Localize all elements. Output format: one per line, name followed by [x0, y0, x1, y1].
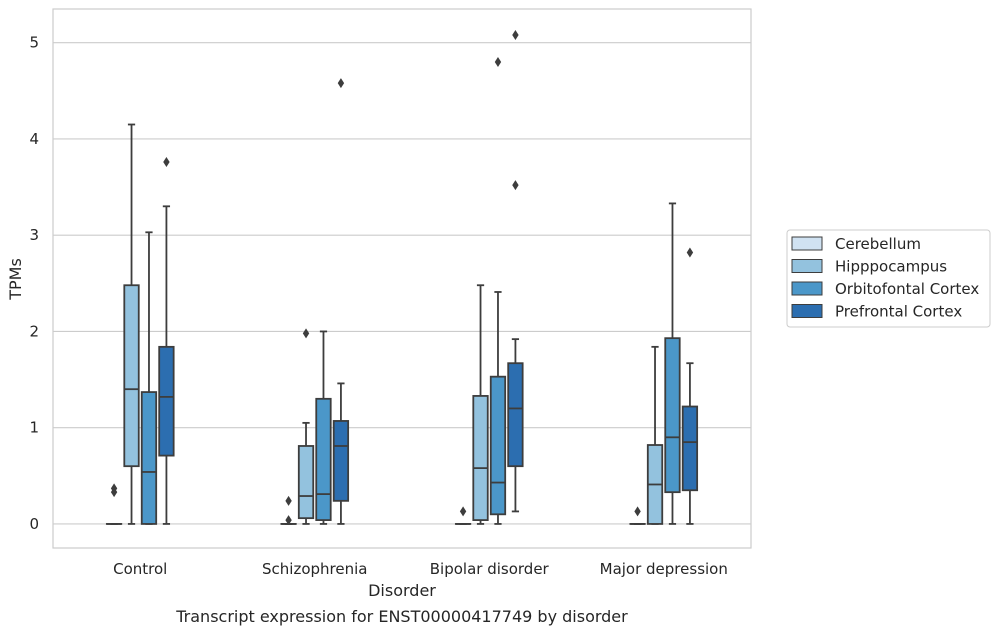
series-group: [140, 56, 681, 525]
legend: Cerebellum Hipppocampus Orbitofontal Corte…: [786, 229, 991, 328]
x-axis-label: Disorder: [368, 581, 436, 600]
x-tick-label: Control: [113, 560, 167, 578]
box-rect: [507, 362, 524, 468]
outlier-point: [512, 29, 519, 40]
legend-label: Hipppocampus: [835, 258, 947, 276]
outlier-point: [110, 483, 118, 494]
y-tick-labels: 0 1 2 3 4 5: [29, 34, 39, 533]
outlier-point: [285, 515, 292, 526]
y-tick-label: 5: [29, 34, 39, 52]
outlier-point: [285, 495, 292, 506]
box-rect: [681, 405, 699, 492]
x-tick-labels: Control Schizophrenia Bipolar disorder Majo…: [113, 560, 728, 578]
outlier-point: [512, 180, 519, 191]
box-rect: [315, 397, 332, 521]
box-rect: [489, 375, 507, 516]
plot-area-frame: [52, 8, 752, 549]
y-tick-label: 4: [29, 130, 39, 148]
legend-label: Cerebellum: [835, 235, 921, 253]
box-rect: [158, 345, 175, 457]
legend-label: Orbitofontal Cortex: [835, 280, 979, 298]
series-group: [105, 483, 646, 526]
y-tick-label: 3: [29, 226, 39, 244]
outlier-point: [686, 247, 694, 258]
outlier-point: [163, 157, 170, 168]
legend-swatch: [791, 304, 823, 318]
box-rect: [140, 391, 158, 525]
box-rect: [297, 445, 315, 520]
x-tick-label: Bipolar disorder: [430, 560, 550, 578]
box-rect: [332, 420, 350, 502]
chart-caption: Transcript expression for ENST0000041774…: [175, 607, 628, 626]
legend-label: Prefrontal Cortex: [835, 303, 962, 321]
x-tick-label: Schizophrenia: [262, 560, 367, 578]
outlier-point: [337, 78, 345, 89]
legend-frame: [786, 229, 991, 328]
y-axis-label: TPMs: [6, 258, 25, 301]
box-rect: [123, 284, 140, 468]
legend-swatch: [791, 281, 823, 296]
outlier-point: [302, 328, 310, 339]
box-rect: [472, 395, 489, 521]
series-group: [158, 29, 699, 525]
gridlines: [53, 42, 751, 525]
legend-swatch: [791, 259, 823, 273]
series-group: [123, 123, 664, 525]
x-tick-label: Major depression: [600, 560, 728, 578]
outlier-point: [494, 56, 502, 67]
y-tick-label: 2: [29, 322, 39, 340]
y-tick-label: 1: [29, 419, 39, 437]
outlier-point: [459, 506, 467, 517]
box-series: [105, 29, 699, 526]
y-tick-label: 0: [29, 515, 39, 533]
box-rect: [664, 337, 681, 494]
outlier-point: [634, 506, 641, 517]
legend-swatch: [791, 236, 823, 251]
